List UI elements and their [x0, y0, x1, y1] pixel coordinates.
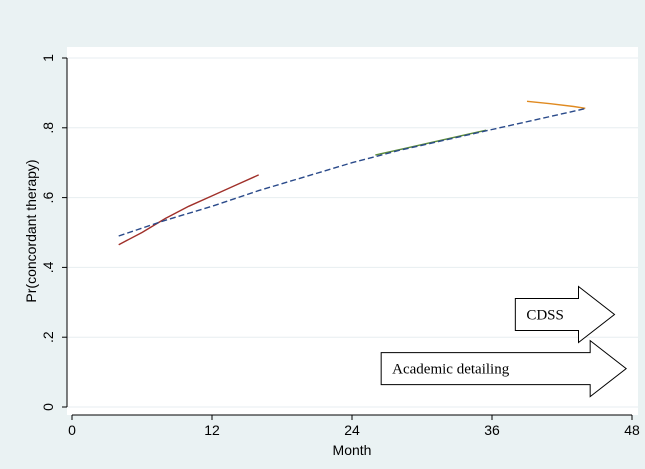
series-layer [118, 100, 586, 246]
y-tick-label: .6 [40, 192, 56, 204]
series-line-0 [118, 174, 259, 246]
annotation-layer: CDSS Academic detailing [380, 285, 627, 398]
x-tick-label: 24 [344, 422, 360, 438]
x-tick-label: 48 [624, 422, 640, 438]
series-line-3 [118, 107, 586, 237]
annotation-label-1: Academic detailing [392, 362, 510, 378]
x-tick-label: 0 [68, 422, 76, 438]
y-tick-label: .4 [40, 261, 56, 273]
x-axis-title: Month [333, 442, 372, 458]
x-tick-label: 36 [484, 422, 500, 438]
y-tick-label: .2 [40, 331, 56, 343]
y-axis-title: Pr(concordant therapy) [23, 159, 39, 302]
x-tick-label: 12 [204, 422, 220, 438]
annotation-arrow-1 [380, 339, 627, 398]
annotation-arrow-0 [514, 285, 616, 344]
series-line-2 [526, 100, 586, 109]
axes-layer: 0 .2 .4 .6 .8 1 0 12 24 36 48 Month Pr(concordant th… [23, 54, 640, 458]
y-tick-label: 1 [40, 54, 56, 62]
y-tick-label: 0 [40, 403, 56, 411]
gridlines [67, 57, 638, 408]
annotation-label-0: CDSS [526, 308, 564, 324]
y-tick-label: .8 [40, 122, 56, 134]
